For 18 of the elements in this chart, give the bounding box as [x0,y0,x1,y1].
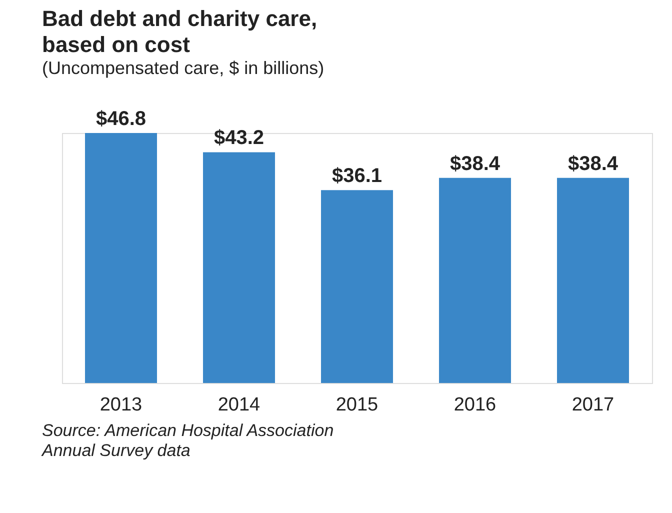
data-label: $36.1 [332,165,382,188]
x-tick-label: 2014 [218,394,261,416]
source-note: Source: American Hospital Association Annual Survey data [41,421,334,460]
x-tick-label: 2017 [572,394,614,416]
bar [85,133,157,383]
data-label: $38.4 [450,152,501,175]
bar [557,178,629,383]
bar [321,190,393,383]
x-tick-label: 2013 [100,394,142,416]
x-tick-label: 2015 [336,394,378,416]
bar [439,178,511,383]
data-label: $43.2 [214,127,264,150]
bar [203,152,275,383]
x-tick-label: 2016 [454,394,496,416]
data-label: $38.4 [568,152,619,175]
chart-subtitle: (Uncompensated care, $ in billions) [42,58,324,78]
data-label: $46.8 [96,108,146,130]
chart-title: Bad debt and charity care, based on cost [42,6,318,57]
